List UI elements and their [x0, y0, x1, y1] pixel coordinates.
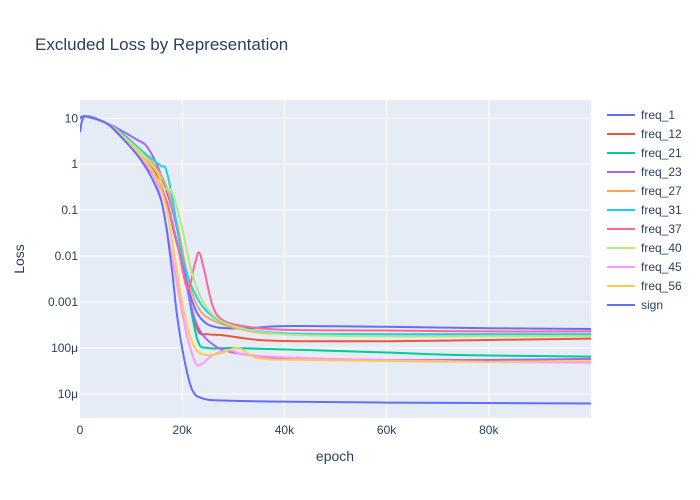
legend-label: freq_40 [641, 241, 682, 255]
legend-item-freq-27[interactable]: freq_27 [607, 184, 682, 198]
legend-item-freq-56[interactable]: freq_56 [607, 279, 682, 293]
gridlines [80, 100, 591, 418]
legend-label: sign [641, 298, 663, 312]
legend-item-freq-31[interactable]: freq_31 [607, 203, 682, 217]
series-line-sign [80, 115, 591, 405]
legend[interactable]: freq_1 freq_12 freq_21 freq_23 freq_27 freq_3… [607, 108, 682, 312]
y-tick-label: 10 [65, 111, 79, 125]
y-tick-label: 0.001 [48, 295, 78, 309]
x-tick-label: 40k [275, 423, 295, 437]
y-tick-label: 10μ [58, 387, 78, 401]
legend-item-freq-21[interactable]: freq_21 [607, 146, 682, 160]
x-tick-label: 20k [173, 423, 193, 437]
legend-label: freq_45 [641, 260, 682, 274]
y-axis-title: Loss [11, 244, 27, 274]
legend-item-sign[interactable]: sign [607, 298, 663, 312]
y-tick-label: 0.01 [55, 249, 79, 263]
y-tick-label: 1 [71, 157, 78, 171]
legend-item-freq-37[interactable]: freq_37 [607, 222, 682, 236]
legend-item-freq-45[interactable]: freq_45 [607, 260, 682, 274]
legend-label: freq_31 [641, 203, 682, 217]
x-axis-ticks: 0 20k 40k 60k 80k [77, 423, 500, 437]
legend-item-freq-40[interactable]: freq_40 [607, 241, 682, 255]
legend-label: freq_27 [641, 184, 682, 198]
y-axis-ticks: 10 1 0.1 0.01 0.001 100μ 10μ [48, 111, 78, 401]
x-tick-label: 80k [479, 423, 499, 437]
legend-label: freq_1 [641, 108, 675, 122]
series-line-freq-31 [80, 115, 591, 336]
x-tick-label: 0 [77, 423, 84, 437]
legend-label: freq_12 [641, 127, 682, 141]
legend-item-freq-12[interactable]: freq_12 [607, 127, 682, 141]
series-lines [80, 115, 591, 405]
y-tick-label: 100μ [51, 341, 78, 355]
x-axis-title: epoch [316, 448, 354, 464]
legend-label: freq_21 [641, 146, 682, 160]
legend-label: freq_37 [641, 222, 682, 236]
chart-title: Excluded Loss by Representation [35, 35, 288, 54]
legend-item-freq-23[interactable]: freq_23 [607, 165, 682, 179]
legend-label: freq_56 [641, 279, 682, 293]
plot-area [80, 100, 591, 418]
x-tick-label: 60k [377, 423, 397, 437]
legend-item-freq-1[interactable]: freq_1 [607, 108, 675, 122]
y-tick-label: 0.1 [61, 203, 78, 217]
legend-label: freq_23 [641, 165, 682, 179]
series-line-freq-56 [80, 115, 591, 363]
